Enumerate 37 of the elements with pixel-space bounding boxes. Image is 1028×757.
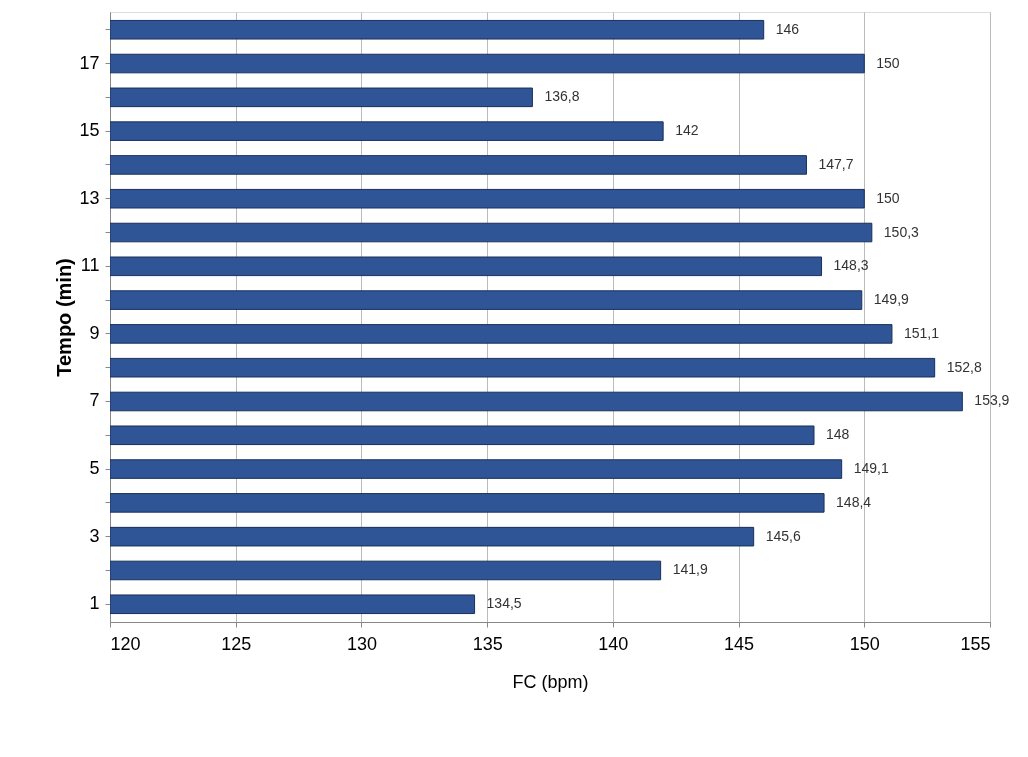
y-tick-label: 17 (79, 52, 100, 73)
y-tick-label: 5 (89, 458, 100, 479)
y-tick-label: 9 (89, 322, 100, 343)
data-label: 150 (876, 54, 900, 71)
data-label: 151,1 (903, 324, 940, 341)
x-tick-label: 150 (849, 633, 880, 654)
data-label: 146 (775, 20, 800, 37)
data-label: 141,9 (672, 561, 708, 578)
data-label: 134,5 (486, 595, 522, 612)
x-axis-title: FC (bpm) (512, 671, 589, 692)
data-label: 148,3 (833, 257, 869, 274)
x-tick-label: 130 (346, 633, 377, 654)
y-tick-label: 13 (79, 187, 100, 208)
data-label: 149,1 (853, 460, 889, 477)
data-label: 136,8 (544, 88, 580, 105)
y-tick-label: 1 (89, 593, 100, 614)
x-tick-label: 145 (724, 633, 755, 654)
data-label: 147,7 (818, 155, 854, 172)
data-label: 152,8 (946, 358, 982, 375)
data-label: 148,4 (836, 493, 872, 510)
data-label: 149,9 (873, 291, 910, 308)
data-label: 150,3 (883, 223, 920, 240)
x-tick-label: 120 (110, 633, 141, 654)
x-tick-label: 125 (221, 633, 252, 654)
x-tick-label: 135 (472, 633, 503, 654)
y-tick-label: 7 (89, 390, 100, 411)
y-tick-label: 15 (79, 120, 100, 141)
x-tick-label: 140 (598, 633, 629, 654)
x-tick-label: 155 (960, 633, 991, 654)
y-tick-label: 11 (80, 255, 100, 276)
y-axis-title: Tempo (min) (53, 258, 76, 377)
data-label: 150 (876, 189, 900, 206)
data-label: 142 (675, 122, 699, 139)
data-label: 145,6 (765, 527, 801, 544)
data-label: 153,9 (974, 392, 1010, 409)
data-label: 148 (826, 426, 850, 443)
y-tick-label: 3 (89, 525, 100, 546)
